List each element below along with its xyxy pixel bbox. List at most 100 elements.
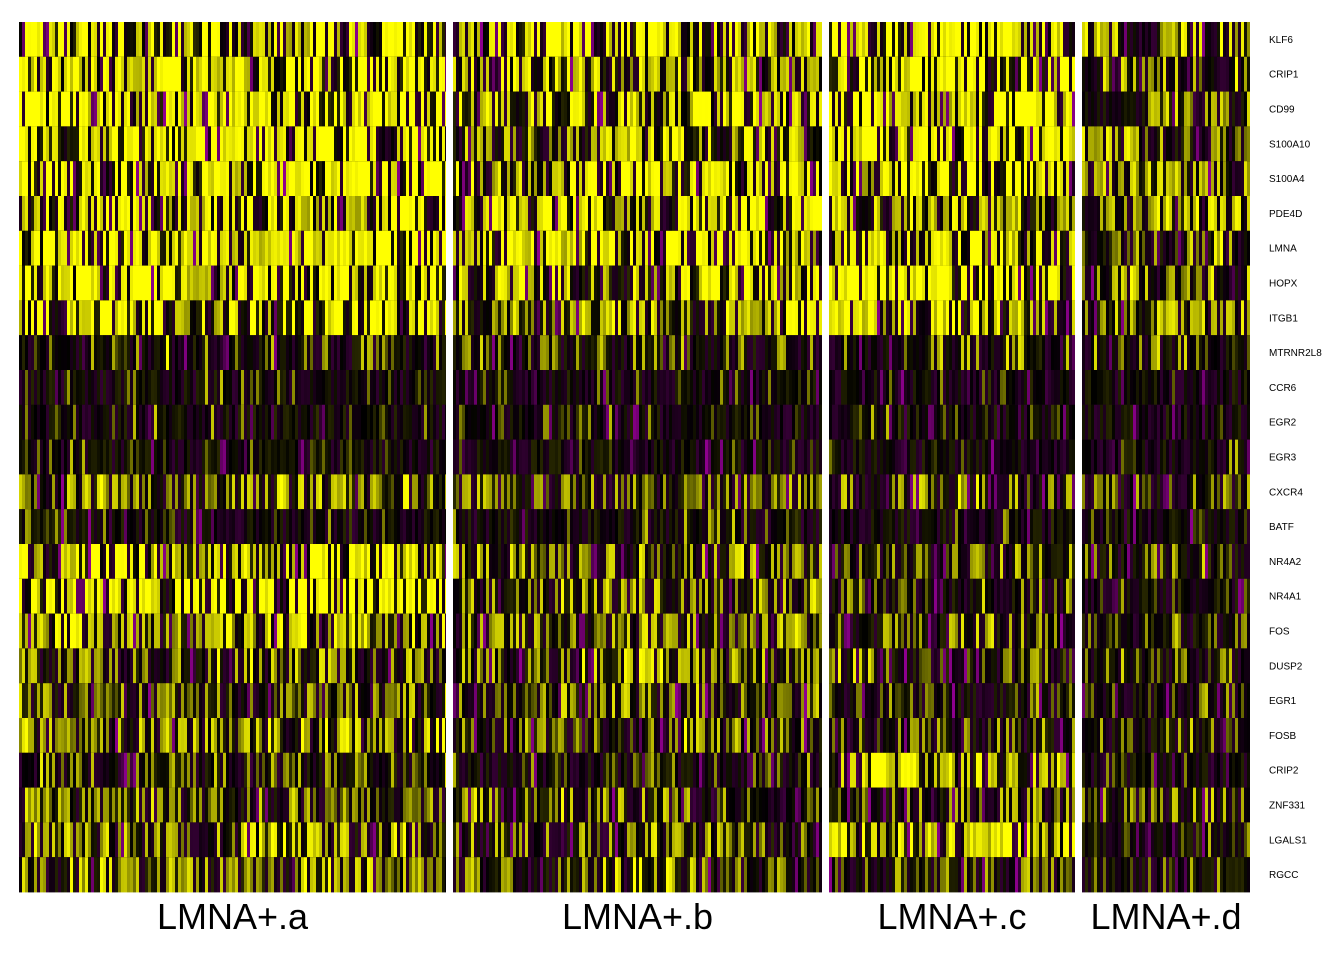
heatmap-cell bbox=[418, 230, 421, 266]
heatmap-cell bbox=[121, 787, 124, 823]
heatmap-cell bbox=[229, 474, 232, 510]
heatmap-cell bbox=[400, 752, 403, 788]
heatmap-cell bbox=[636, 230, 639, 266]
heatmap-cell bbox=[337, 544, 340, 580]
heatmap-cell bbox=[142, 196, 145, 232]
heatmap-cell bbox=[373, 335, 376, 371]
heatmap-cell bbox=[88, 335, 91, 371]
heatmap-cell bbox=[214, 474, 217, 510]
heatmap-cell bbox=[160, 578, 163, 614]
heatmap-cell bbox=[777, 196, 780, 232]
heatmap-cell bbox=[406, 230, 409, 266]
heatmap-cell bbox=[337, 578, 340, 614]
heatmap-cell bbox=[196, 370, 199, 406]
heatmap-cell bbox=[313, 230, 316, 266]
heatmap-cell bbox=[379, 56, 382, 92]
heatmap-cell bbox=[184, 161, 187, 197]
heatmap-cell bbox=[22, 265, 25, 301]
heatmap-cell bbox=[280, 509, 283, 545]
heatmap-cell bbox=[765, 161, 768, 197]
heatmap-cell bbox=[316, 230, 319, 266]
heatmap-cell bbox=[412, 91, 415, 127]
heatmap-cell bbox=[106, 161, 109, 197]
heatmap-cell bbox=[343, 578, 346, 614]
heatmap-cell bbox=[513, 22, 516, 58]
heatmap-cell bbox=[115, 126, 118, 162]
heatmap-cell bbox=[723, 126, 726, 162]
heatmap-cell bbox=[672, 56, 675, 92]
heatmap-cell bbox=[768, 300, 771, 336]
heatmap-cell bbox=[370, 752, 373, 788]
heatmap-cell bbox=[364, 752, 367, 788]
heatmap-cell bbox=[456, 300, 459, 336]
heatmap-cell bbox=[397, 230, 400, 266]
heatmap-cell bbox=[801, 196, 804, 232]
heatmap-cell bbox=[442, 787, 445, 823]
heatmap-cell bbox=[142, 22, 145, 58]
heatmap-cell bbox=[319, 857, 322, 893]
heatmap-cell bbox=[735, 230, 738, 266]
heatmap-cell bbox=[609, 91, 612, 127]
heatmap-cell bbox=[412, 56, 415, 92]
heatmap-cell bbox=[609, 265, 612, 301]
heatmap-cell bbox=[310, 474, 313, 510]
heatmap-cell bbox=[160, 91, 163, 127]
heatmap-cell bbox=[307, 439, 310, 475]
heatmap-cell bbox=[672, 230, 675, 266]
heatmap-cell bbox=[543, 404, 546, 440]
heatmap-cell bbox=[256, 857, 259, 893]
heatmap-cell bbox=[681, 56, 684, 92]
heatmap-cell bbox=[663, 370, 666, 406]
heatmap-cell bbox=[477, 91, 480, 127]
heatmap-cell bbox=[151, 56, 154, 92]
heatmap-cell bbox=[217, 509, 220, 545]
heatmap-cell bbox=[549, 91, 552, 127]
heatmap-cell bbox=[421, 648, 424, 684]
heatmap-cell bbox=[73, 822, 76, 858]
heatmap-cell bbox=[115, 613, 118, 649]
heatmap-cell bbox=[37, 474, 40, 510]
heatmap-cell bbox=[588, 230, 591, 266]
heatmap-cell bbox=[70, 718, 73, 754]
heatmap-cell bbox=[729, 22, 732, 58]
heatmap-cell bbox=[453, 300, 456, 336]
heatmap-cell bbox=[403, 91, 406, 127]
heatmap-cell bbox=[238, 22, 241, 58]
heatmap-cell bbox=[528, 22, 531, 58]
heatmap-cell bbox=[73, 370, 76, 406]
heatmap-cell bbox=[301, 718, 304, 754]
heatmap-cell bbox=[34, 370, 37, 406]
heatmap-cell bbox=[133, 265, 136, 301]
heatmap-cell bbox=[561, 196, 564, 232]
heatmap-cell bbox=[211, 196, 214, 232]
heatmap-cell bbox=[58, 474, 61, 510]
heatmap-cell bbox=[669, 370, 672, 406]
heatmap-cell bbox=[238, 404, 241, 440]
heatmap-cell bbox=[762, 196, 765, 232]
heatmap-cell bbox=[307, 752, 310, 788]
heatmap-cell bbox=[121, 857, 124, 893]
heatmap-cell bbox=[217, 752, 220, 788]
heatmap-cell bbox=[286, 822, 289, 858]
heatmap-cell bbox=[88, 161, 91, 197]
heatmap-cell bbox=[714, 22, 717, 58]
heatmap-cell bbox=[286, 91, 289, 127]
heatmap-cell bbox=[591, 335, 594, 371]
heatmap-cell bbox=[274, 578, 277, 614]
heatmap-cell bbox=[654, 22, 657, 58]
heatmap-cell bbox=[58, 56, 61, 92]
heatmap-cell bbox=[462, 161, 465, 197]
heatmap-cell bbox=[37, 857, 40, 893]
heatmap-cell bbox=[510, 335, 513, 371]
heatmap-cell bbox=[298, 439, 301, 475]
heatmap-cell bbox=[133, 335, 136, 371]
heatmap-cell bbox=[172, 683, 175, 719]
heatmap-cell bbox=[274, 300, 277, 336]
heatmap-cell bbox=[298, 718, 301, 754]
heatmap-cell bbox=[277, 404, 280, 440]
heatmap-cell bbox=[202, 265, 205, 301]
heatmap-cell bbox=[181, 335, 184, 371]
heatmap-cell bbox=[445, 718, 446, 754]
heatmap-cell bbox=[220, 474, 223, 510]
heatmap-cell bbox=[82, 56, 85, 92]
